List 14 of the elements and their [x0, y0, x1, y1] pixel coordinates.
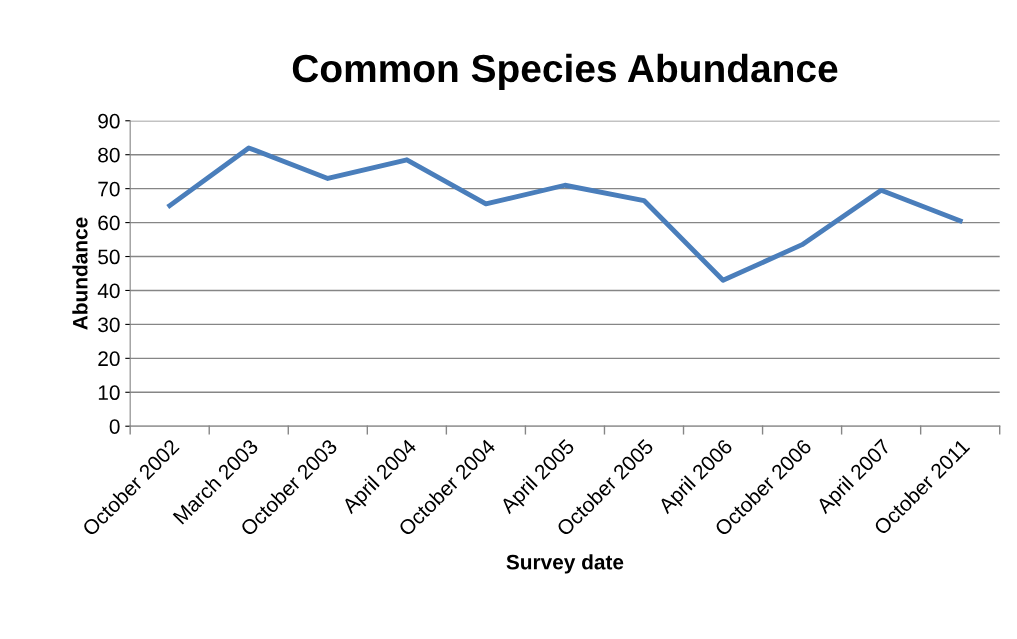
y-tick-label: 90 [98, 113, 120, 129]
y-tick-label: 10 [98, 385, 120, 401]
y-tick-label: 60 [98, 215, 120, 231]
y-axis-title: Abundance [72, 217, 88, 330]
y-tick-label: 30 [98, 317, 120, 333]
y-tick-label: 80 [98, 147, 120, 163]
y-tick-label: 40 [97, 283, 120, 299]
y-tick-label: 20 [98, 351, 120, 367]
y-tick-label: 70 [98, 181, 120, 197]
chart-title: Common Species Abundance [292, 53, 838, 90]
line-series [167, 145, 963, 283]
y-tick-label: 0 [109, 419, 120, 434]
x-axis-title: Survey date [506, 554, 624, 574]
y-tick-label: 50 [98, 249, 120, 265]
